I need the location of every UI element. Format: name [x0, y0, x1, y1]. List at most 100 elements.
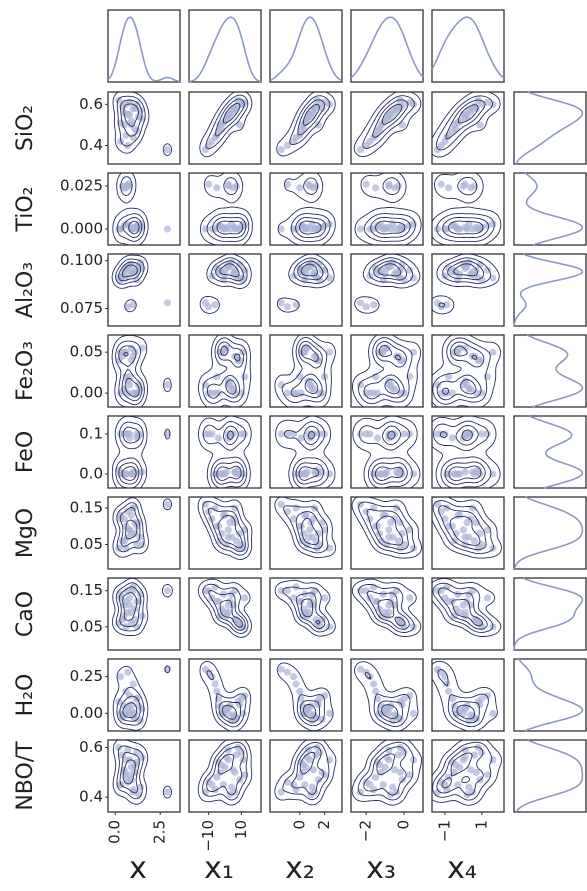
scatter-point: [214, 389, 223, 397]
density-contour: [376, 753, 396, 776]
scatter-point: [201, 665, 209, 673]
density-contour: [116, 745, 144, 800]
x-tick-label: 0: [290, 820, 308, 830]
density-contour: [116, 176, 146, 242]
cell-frame: [513, 739, 587, 813]
scatter-point: [234, 743, 242, 752]
scatter-point: [372, 773, 380, 781]
scatter-point: [290, 515, 298, 523]
density-contour: [119, 695, 141, 722]
cell-frame: [513, 658, 587, 732]
scatter-point: [392, 504, 401, 512]
scatter-point: [117, 709, 125, 718]
density-contour: [206, 746, 245, 796]
density-contour: [381, 704, 399, 720]
scatter-point: [122, 470, 130, 478]
scatter-point: [326, 348, 334, 356]
density-contour: [438, 257, 492, 308]
scatter-point: [391, 385, 399, 393]
scatter-point: [301, 348, 309, 356]
density-contour: [354, 172, 422, 246]
scatter-point: [314, 701, 322, 709]
density-contour: [295, 425, 325, 485]
y-tick-label: 0.100: [60, 251, 103, 269]
scatter-point: [163, 788, 171, 796]
scatter-point: [277, 788, 285, 796]
scatter-point: [391, 109, 399, 117]
density-contour: [276, 91, 336, 157]
scatter-point: [211, 301, 219, 309]
scatter-point: [454, 781, 462, 789]
scatter-point: [370, 583, 378, 591]
kde-curve: [513, 496, 584, 570]
density-contour: [276, 253, 335, 313]
scatter-point: [370, 786, 378, 794]
y-axis-label: MgO: [13, 508, 38, 558]
scatter-point: [211, 504, 219, 512]
kde-curve: [107, 16, 181, 83]
density-contour: [199, 172, 253, 246]
scatter-point: [283, 668, 291, 676]
scatter-point: [385, 377, 393, 385]
scatter-point: [312, 102, 320, 110]
scatter-point: [314, 356, 322, 364]
scatter-point: [445, 184, 453, 192]
density-contour: [432, 741, 493, 801]
scatter-point: [303, 540, 311, 549]
scatter-point: [409, 220, 418, 228]
scatter-point: [379, 511, 387, 519]
y-axis-label: FeO: [13, 431, 38, 473]
cell-frame: [513, 577, 587, 651]
scatter-point: [309, 711, 317, 719]
scatter-point: [467, 711, 475, 719]
y-axis-label: Fe₂O₃: [13, 341, 38, 401]
scatter-point: [163, 381, 171, 389]
scatter-point: [362, 180, 370, 188]
scatter-point: [292, 301, 300, 309]
density-contour: [123, 103, 139, 128]
density-contour: [214, 98, 245, 137]
density-contour: [212, 217, 247, 239]
scatter-point: [115, 743, 123, 752]
scatter-point: [124, 608, 132, 617]
scatter-point: [433, 665, 442, 673]
cell-frame: [107, 91, 181, 165]
scatter-point: [297, 127, 305, 135]
scatter-point: [381, 270, 389, 278]
scatter-point: [232, 537, 241, 545]
scatter-point: [301, 470, 309, 478]
y-tick-label: 0.15: [70, 498, 103, 516]
density-contour: [457, 104, 479, 124]
cell-frame: [269, 253, 343, 327]
scatter-point: [304, 703, 313, 712]
scatter-point: [398, 121, 406, 129]
scatter-point: [372, 184, 380, 192]
scatter-point: [362, 141, 370, 150]
scatter-point: [379, 590, 387, 598]
density-contour: [274, 496, 337, 559]
scatter-point: [306, 526, 314, 534]
density-contour: [118, 261, 142, 282]
density-contour: [122, 702, 138, 719]
x-axis-label: x₄: [447, 851, 477, 886]
scatter-point: [283, 180, 291, 188]
scatter-point: [379, 225, 387, 233]
scatter-point: [301, 781, 309, 789]
cell-frame: [350, 172, 424, 246]
density-contour: [206, 177, 250, 242]
scatter-point: [389, 783, 397, 791]
kde-curve: [269, 16, 343, 82]
scatter-point: [277, 299, 285, 307]
cell-frame: [107, 577, 181, 651]
scatter-point: [277, 500, 285, 508]
y-tick-label: 0.6: [79, 95, 103, 113]
scatter-point: [224, 180, 232, 188]
scatter-point: [122, 100, 130, 108]
cell-frame: [513, 172, 587, 246]
scatter-point: [124, 111, 132, 119]
cell-frame: [188, 577, 262, 651]
density-contour: [447, 260, 485, 281]
density-contour: [219, 263, 240, 278]
density-contour: [199, 660, 252, 732]
density-contour: [372, 99, 409, 138]
